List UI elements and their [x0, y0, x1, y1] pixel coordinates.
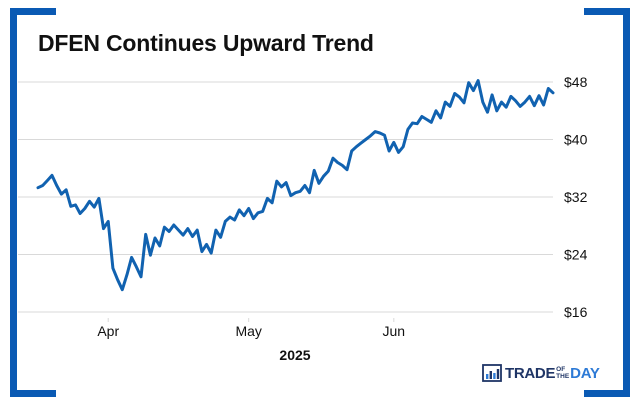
brand-word-trade: TRADE	[505, 364, 556, 382]
x-axis-ticks: Apr May Jun	[97, 318, 405, 339]
frame-bracket-right-top	[584, 8, 630, 15]
y-tick-label: $48	[564, 74, 588, 90]
y-tick-label: $32	[564, 189, 588, 205]
chart-title: DFEN Continues Upward Trend	[38, 30, 374, 56]
y-axis-ticks: $16 $24 $32 $40 $48	[564, 74, 588, 320]
frame-bracket-right-bottom	[584, 390, 630, 397]
bar-chart-logo-icon	[482, 364, 502, 382]
brand-small-the: THE	[556, 373, 570, 380]
brand-small-words: OF THE	[556, 366, 569, 380]
frame-bracket-left-bottom	[10, 390, 56, 397]
gridlines	[18, 81, 553, 313]
frame-bracket-left-top	[10, 8, 56, 15]
y-tick-label: $16	[564, 304, 588, 320]
frame-bracket-left-vertical	[10, 8, 17, 397]
y-tick-label: $24	[564, 247, 588, 263]
brand-word-day: DAY	[570, 364, 600, 382]
x-tick-label: Apr	[97, 323, 119, 339]
brand-logo: TRADE OF THE DAY	[482, 362, 600, 384]
x-axis-label: 2025	[279, 347, 310, 363]
brand-small-of: OF	[556, 366, 566, 373]
y-tick-label: $40	[564, 132, 588, 148]
x-tick-label: May	[235, 323, 261, 339]
series-layer	[36, 79, 555, 292]
x-tick-label: Jun	[383, 323, 406, 339]
price-series-line	[36, 79, 555, 292]
frame-bracket-right-vertical	[623, 8, 630, 397]
